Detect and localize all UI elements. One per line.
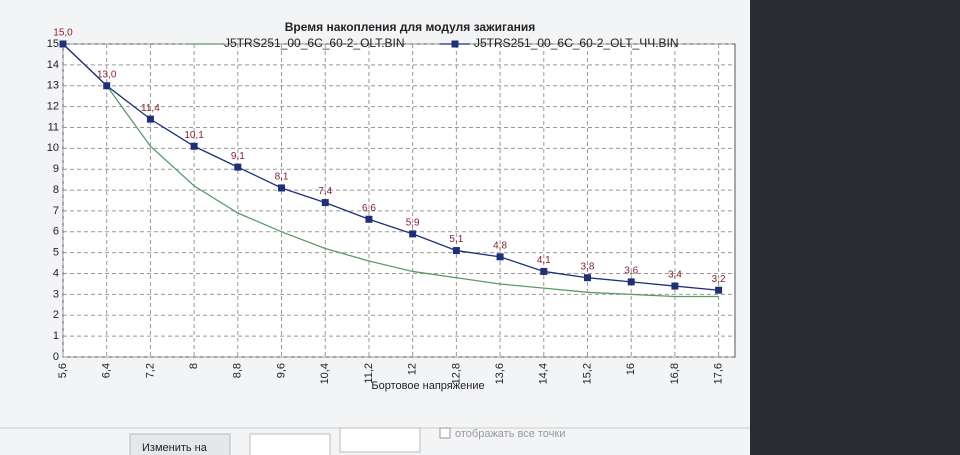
point — [321, 199, 329, 207]
plot-area — [62, 43, 736, 358]
y-tick-label: 8 — [53, 184, 59, 196]
value-label: 10,1 — [184, 130, 204, 141]
x-tick-label: 16,8 — [669, 363, 681, 384]
x-tick-label: 15,2 — [581, 363, 593, 384]
legend-marker — [451, 40, 459, 48]
value-label: 13,0 — [97, 69, 117, 80]
x-tick-label: 7,2 — [144, 363, 156, 378]
y-tick-label: 10 — [47, 142, 59, 154]
point — [190, 142, 198, 150]
y-tick-label: 14 — [47, 59, 59, 71]
x-tick-label: 12,8 — [450, 363, 462, 384]
x-tick-label: 13,6 — [494, 363, 506, 384]
button-label[interactable]: Изменить на — [142, 442, 208, 454]
checkbox[interactable] — [439, 427, 451, 439]
y-tick-label: 2 — [53, 309, 59, 321]
x-tick-label: 14,4 — [538, 363, 550, 384]
bezel — [750, 0, 960, 455]
value-label: 3,6 — [624, 266, 638, 277]
x-tick-label: 6,4 — [101, 363, 113, 378]
y-tick-label: 5 — [53, 247, 59, 259]
x-tick-label: 12 — [407, 363, 419, 375]
value-label: 5,1 — [449, 234, 463, 245]
point — [409, 230, 417, 238]
legend-label: J5TRS251_00_6C_60-2_OLT_ЧЧ.BIN — [474, 36, 679, 50]
legend-label: J5TRS251_00_6C_60-2_OLT.BIN — [224, 36, 405, 50]
point — [452, 247, 460, 255]
series-line — [62, 43, 719, 298]
button[interactable] — [129, 433, 231, 455]
chart-title: Время накопления для модуля зажигания — [285, 20, 536, 34]
y-tick-label: 7 — [53, 205, 59, 217]
value-label: 7,4 — [318, 186, 332, 197]
y-tick-label: 9 — [53, 163, 59, 175]
x-tick-label: 16 — [625, 363, 637, 375]
value-label: 4,1 — [537, 255, 551, 266]
point — [496, 253, 504, 261]
point — [365, 215, 373, 223]
y-tick-label: 11 — [48, 121, 59, 133]
y-tick-label: 15 — [47, 38, 59, 50]
point — [540, 267, 548, 275]
series-line — [62, 43, 719, 291]
y-tick-label: 13 — [47, 80, 59, 92]
x-tick-label: 17,6 — [713, 363, 725, 384]
y-tick-label: 0 — [53, 351, 59, 363]
value-label: 5,9 — [406, 218, 420, 229]
value-label: 3,4 — [668, 270, 682, 281]
point — [583, 274, 591, 282]
x-tick-label: 11,2 — [363, 363, 375, 384]
value-label: 8,1 — [275, 172, 289, 183]
point — [627, 278, 635, 286]
point — [59, 40, 67, 48]
value-label: 6,6 — [362, 203, 376, 214]
y-tick-label: 12 — [47, 101, 59, 113]
preview[interactable] — [249, 433, 331, 455]
y-tick-label: 6 — [53, 226, 59, 238]
value-label: 15,0 — [53, 28, 73, 39]
y-tick-label: 1 — [53, 330, 59, 342]
point — [146, 115, 154, 123]
value-label: 9,1 — [231, 151, 245, 162]
point — [278, 184, 286, 192]
value-label: 3,8 — [581, 261, 595, 272]
x-tick-label: 10,4 — [319, 363, 331, 384]
point — [671, 282, 679, 290]
value-label: 11,4 — [141, 103, 160, 114]
value-label: 4,8 — [493, 240, 507, 251]
x-tick-label: 9,6 — [275, 363, 287, 378]
point — [715, 286, 723, 294]
x-tick-label: 5,6 — [57, 363, 69, 378]
x-axis-label: Бортовое напряжение — [371, 380, 484, 392]
x-tick-label: 8 — [188, 363, 200, 369]
y-tick-label: 3 — [53, 288, 59, 300]
y-tick-label: 4 — [53, 267, 59, 279]
checkbox-label[interactable]: отображать все точки — [455, 428, 565, 440]
preview[interactable] — [339, 427, 421, 453]
point — [103, 82, 111, 90]
x-tick-label: 8,8 — [232, 363, 244, 378]
point — [234, 163, 242, 171]
value-label: 3,2 — [712, 274, 726, 285]
